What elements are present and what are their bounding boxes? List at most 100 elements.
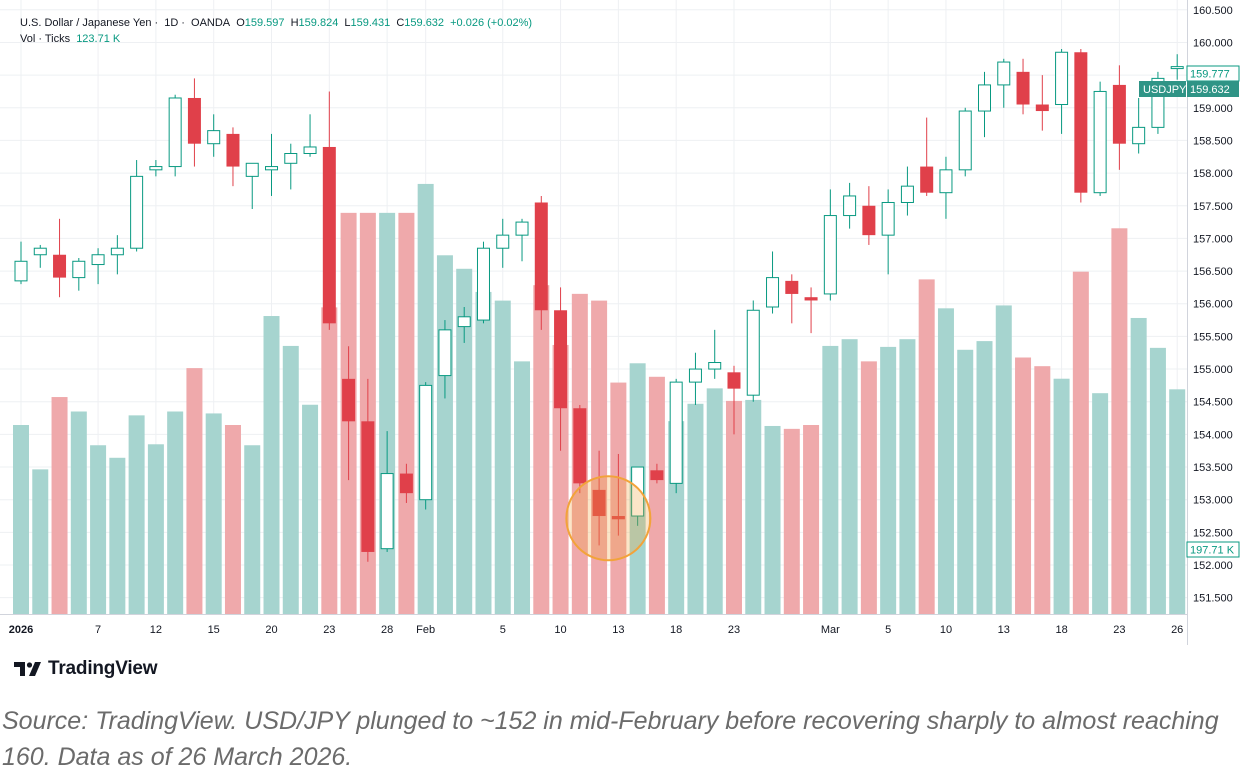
chart-area[interactable]: 151.500 152.000 152.500 153.000 153.500 154.0… xyxy=(0,0,1250,645)
x-tick-label: 23 xyxy=(728,624,740,636)
legend-volume-label[interactable]: Vol · Ticks xyxy=(20,33,71,45)
volume-bar xyxy=(302,404,319,614)
legend-change: +0.026 (+0.02%) xyxy=(450,17,533,29)
candle-body-up xyxy=(1132,126,1146,145)
y-tick-label: 158.000 xyxy=(1193,168,1233,180)
x-tick-label: 23 xyxy=(323,624,335,636)
candle-body-up xyxy=(823,215,837,295)
volume-bar xyxy=(109,457,126,614)
x-tick-label: 12 xyxy=(150,624,162,636)
y-tick-label: 152.000 xyxy=(1193,560,1233,572)
candle-body-down xyxy=(862,205,876,236)
y-tick-label: 157.500 xyxy=(1193,201,1233,213)
volume-bar xyxy=(379,212,396,614)
volume-bar xyxy=(70,411,87,614)
volume-bar xyxy=(995,305,1012,614)
candle-body-down xyxy=(534,202,548,311)
legend-open-value: 159.597 xyxy=(244,17,285,29)
volume-bar xyxy=(475,291,492,614)
y-tick-label: 160.000 xyxy=(1193,37,1233,49)
legend-volume: Vol · Ticks 123.71 K xyxy=(20,33,123,45)
volume-bar xyxy=(321,307,338,614)
candle-body-down xyxy=(53,254,67,278)
legend-high-value: 159.824 xyxy=(298,17,339,29)
candle-body-up xyxy=(688,368,702,383)
y-tick-label: 157.000 xyxy=(1193,233,1233,245)
candle-body-up xyxy=(72,260,86,279)
y-tick-label: 153.000 xyxy=(1193,495,1233,507)
volume-bar xyxy=(147,444,164,614)
volume-bar xyxy=(398,212,415,614)
candle-body-up xyxy=(939,169,953,194)
volume-bar xyxy=(899,339,916,614)
x-tick-label: 13 xyxy=(612,624,624,636)
candle-body-up xyxy=(457,316,471,328)
high-price-tag: 159.777 xyxy=(1190,69,1230,81)
volume-bar xyxy=(552,344,569,614)
y-tick-label: 156.000 xyxy=(1193,299,1233,311)
volume-bar xyxy=(1053,378,1070,614)
volume-bar xyxy=(282,345,299,614)
symbol-tag-box xyxy=(1139,81,1186,97)
candle-body-up xyxy=(1093,90,1107,194)
volume-bar xyxy=(880,346,897,614)
price-tags: 159.777 USDJPY 159.632 197.71 K xyxy=(1139,65,1240,558)
legend-volume-value: 123.71 K xyxy=(76,33,121,45)
y-tick-label: 159.000 xyxy=(1193,103,1233,115)
candle-body-up xyxy=(33,247,47,256)
symbol-tag: USDJPY xyxy=(1143,84,1187,96)
volume-bar xyxy=(1111,228,1128,615)
x-tick-label: 13 xyxy=(998,624,1010,636)
candle-body-up xyxy=(265,166,279,171)
x-tick-label: 7 xyxy=(95,624,101,636)
candle-body-down xyxy=(804,297,818,301)
y-tick-label: 152.500 xyxy=(1193,527,1233,539)
x-axis: 2026 7 12 15 20 23 28 Feb 5 10 13 18 23 Mar 5 10 13 18 23 2… xyxy=(9,624,1184,636)
highlight-circle-shape xyxy=(565,475,652,562)
candle-body-up xyxy=(1170,66,1184,70)
volume-bar xyxy=(1130,317,1147,614)
candle-body-down xyxy=(920,166,934,193)
volume-bar xyxy=(1072,271,1089,614)
candle-body-up xyxy=(1055,51,1069,106)
x-tick-label: 18 xyxy=(1055,624,1067,636)
candle-body-up xyxy=(91,254,105,266)
candle-body-up xyxy=(245,162,259,177)
candle-body-down xyxy=(611,516,625,520)
candle-body-up xyxy=(303,146,317,154)
brand-name: TradingView xyxy=(48,658,158,679)
y-tick-label: 160.500 xyxy=(1193,5,1233,17)
candle-body-up xyxy=(958,110,972,171)
x-tick-label: Mar xyxy=(821,624,840,636)
x-tick-label: 26 xyxy=(1171,624,1183,636)
candle-body-up xyxy=(978,84,991,112)
candle-body-up xyxy=(284,153,298,164)
volume-bar xyxy=(976,341,993,614)
legend-interval[interactable]: 1D xyxy=(164,17,179,29)
candle-body-up xyxy=(881,201,895,236)
highlight-circle xyxy=(565,475,652,562)
legend-symbol[interactable]: U.S. Dollar / Japanese Yen xyxy=(20,17,152,29)
x-tick-label: 15 xyxy=(208,624,220,636)
volume-bar xyxy=(494,300,511,614)
candle-body-up xyxy=(843,195,857,217)
x-tick-label: Feb xyxy=(416,624,435,636)
candlestick-chart[interactable]: 151.500 152.000 152.500 153.000 153.500 154.0… xyxy=(0,0,1250,645)
volume-bar xyxy=(803,425,820,614)
volume-tag-box xyxy=(1186,541,1240,558)
volume-bar xyxy=(764,425,781,614)
candle-body-down xyxy=(1035,104,1049,112)
y-tick-label: 155.500 xyxy=(1193,331,1233,343)
candle-body-up xyxy=(631,466,645,517)
x-tick-label: 23 xyxy=(1113,624,1125,636)
candle-body-up xyxy=(419,384,433,501)
candle-body-up xyxy=(708,362,722,370)
candle-body-down xyxy=(592,489,606,517)
y-tick-label: 154.500 xyxy=(1193,397,1233,409)
legend-high-label: H xyxy=(290,17,299,29)
volume-bar xyxy=(51,397,68,614)
volume-bar xyxy=(1169,389,1186,614)
candles xyxy=(14,48,1184,562)
candle-body-up xyxy=(766,277,780,308)
tradingview-brand[interactable]: TradingView xyxy=(14,656,158,682)
